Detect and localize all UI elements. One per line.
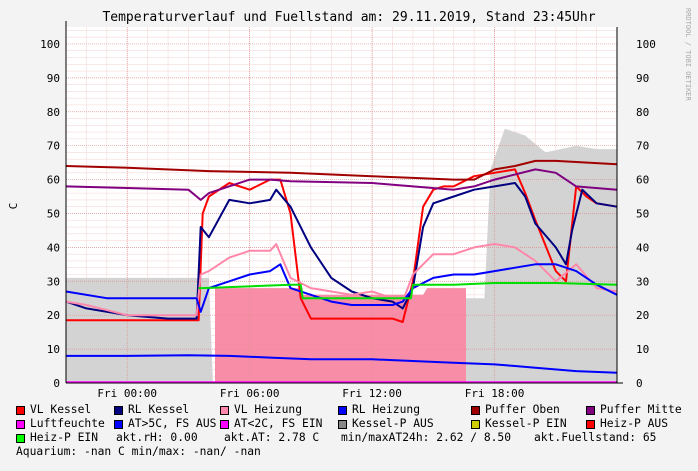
chart-title: Temperaturverlauf und Fuellstand am: 29.… bbox=[102, 10, 595, 25]
legend-item: Kessel-P AUS bbox=[338, 417, 434, 431]
y-axis-label: C bbox=[7, 203, 20, 210]
legend-label: VL Kessel bbox=[30, 403, 92, 416]
legend-swatch bbox=[16, 405, 25, 415]
y-tick-label-right: 100 bbox=[636, 38, 656, 51]
legend-item: RL Heizung bbox=[338, 403, 420, 417]
legend-item: Puffer Oben bbox=[471, 403, 560, 417]
chart-canvas: 0 0 10 10 20 20 30 30 40 40 50 50 60 60 70 70 80 80 90 90 10… bbox=[7, 8, 692, 400]
y-tick-label-right: 10 bbox=[636, 343, 649, 356]
area-kessel-p-aus bbox=[66, 128, 617, 383]
legend-swatch bbox=[16, 419, 25, 429]
y-tick-label-right: 0 bbox=[636, 377, 643, 390]
series-puffer-mitte bbox=[65, 168, 618, 201]
legend-swatch bbox=[338, 419, 347, 429]
info-minmax: min/maxAT24h: 2.62 / 8.50 bbox=[341, 431, 512, 444]
legend-label: AT>5C, FS AUS bbox=[128, 417, 217, 430]
legend-swatch bbox=[220, 419, 229, 429]
y-tick-label-left: 40 bbox=[47, 241, 60, 254]
info-fuellstand: akt.Fuellstand: 65 bbox=[534, 431, 657, 444]
legend-swatch bbox=[114, 419, 123, 429]
legend-swatch bbox=[114, 405, 123, 415]
legend-label: RL Heizung bbox=[352, 403, 421, 416]
series-rl-heizung bbox=[65, 263, 618, 313]
legend-label: Puffer Oben bbox=[485, 403, 560, 416]
y-tick-label-right: 40 bbox=[636, 241, 649, 254]
y-tick-label-left: 0 bbox=[53, 377, 60, 390]
y-tick-label-right: 90 bbox=[636, 72, 649, 85]
legend-swatch bbox=[16, 433, 25, 443]
legend-swatch bbox=[471, 419, 480, 429]
legend-label: Puffer Mitte bbox=[600, 403, 682, 416]
info-aquarium: Aquarium: -nan C min/max: -nan/ -nan bbox=[16, 445, 261, 458]
legend-item: RL Kessel bbox=[114, 403, 189, 417]
info-at: akt.AT: 2.78 C bbox=[224, 431, 320, 444]
legend-label: Kessel-P AUS bbox=[352, 417, 434, 430]
legend-label: VL Heizung bbox=[234, 403, 303, 416]
y-tick-label-right: 70 bbox=[636, 140, 649, 153]
legend-item: AT<2C, FS EIN bbox=[220, 417, 322, 431]
y-tick-label-right: 50 bbox=[636, 207, 649, 220]
y-tick-label-left: 20 bbox=[47, 309, 60, 322]
series-rl-kessel bbox=[65, 182, 618, 320]
x-tick-label: Fri 06:00 bbox=[220, 387, 280, 400]
legend-item: Luftfeuchte bbox=[16, 417, 105, 431]
legend-item: Puffer Mitte bbox=[586, 403, 682, 417]
legend-label: RL Kessel bbox=[128, 403, 190, 416]
y-tick-label-left: 90 bbox=[47, 72, 60, 85]
y-tick-label-right: 20 bbox=[636, 309, 649, 322]
legend-swatch bbox=[220, 405, 229, 415]
x-tick-label: Fri 00:00 bbox=[97, 387, 157, 400]
y-tick-label-left: 10 bbox=[47, 343, 60, 356]
y-tick-label-left: 80 bbox=[47, 106, 60, 119]
y-tick-label-left: 100 bbox=[40, 38, 60, 51]
y-tick-label-right: 60 bbox=[636, 174, 649, 187]
series-heiz-p-ein bbox=[198, 282, 618, 300]
info-rh: akt.rH: 0.00 bbox=[116, 431, 198, 444]
legend-swatch bbox=[471, 405, 480, 415]
legend-item: VL Kessel bbox=[16, 403, 91, 417]
watermark: RRDTOOL / TOBI OETIKER bbox=[684, 8, 692, 102]
y-tick-label-left: 30 bbox=[47, 275, 60, 288]
series-puffer-oben bbox=[65, 159, 618, 181]
legend-label: Heiz-P AUS bbox=[600, 417, 669, 430]
legend-swatch bbox=[338, 405, 347, 415]
legend-item: Kessel-P EIN bbox=[471, 417, 567, 431]
y-tick-label-right: 80 bbox=[636, 106, 649, 119]
series-at-5c-fs-aus bbox=[66, 354, 618, 374]
legend-label: Kessel-P EIN bbox=[485, 417, 567, 430]
legend-label: Heiz-P EIN bbox=[30, 431, 99, 444]
legend-item: Heiz-P AUS bbox=[586, 417, 668, 431]
area-heiz-p-ein bbox=[214, 288, 466, 383]
x-tick-label: Fri 18:00 bbox=[465, 387, 525, 400]
y-tick-label-left: 50 bbox=[47, 207, 60, 220]
y-tick-label-left: 60 bbox=[47, 174, 60, 187]
legend-label: AT<2C, FS EIN bbox=[234, 417, 323, 430]
legend-item: VL Heizung bbox=[220, 403, 302, 417]
legend-label: Luftfeuchte bbox=[30, 417, 105, 430]
legend-swatch bbox=[586, 405, 595, 415]
legend-item: AT>5C, FS AUS bbox=[114, 417, 216, 431]
x-tick-label: Fri 12:00 bbox=[342, 387, 402, 400]
legend-swatch bbox=[586, 419, 595, 429]
legend: VL Kessel RL Kessel VL Heizung RL Heizung Pu… bbox=[14, 403, 694, 458]
y-tick-label-right: 30 bbox=[636, 275, 649, 288]
legend-item: Heiz-P EIN bbox=[16, 431, 98, 445]
series-vl-kessel bbox=[66, 168, 618, 323]
y-tick-label-left: 70 bbox=[47, 140, 60, 153]
